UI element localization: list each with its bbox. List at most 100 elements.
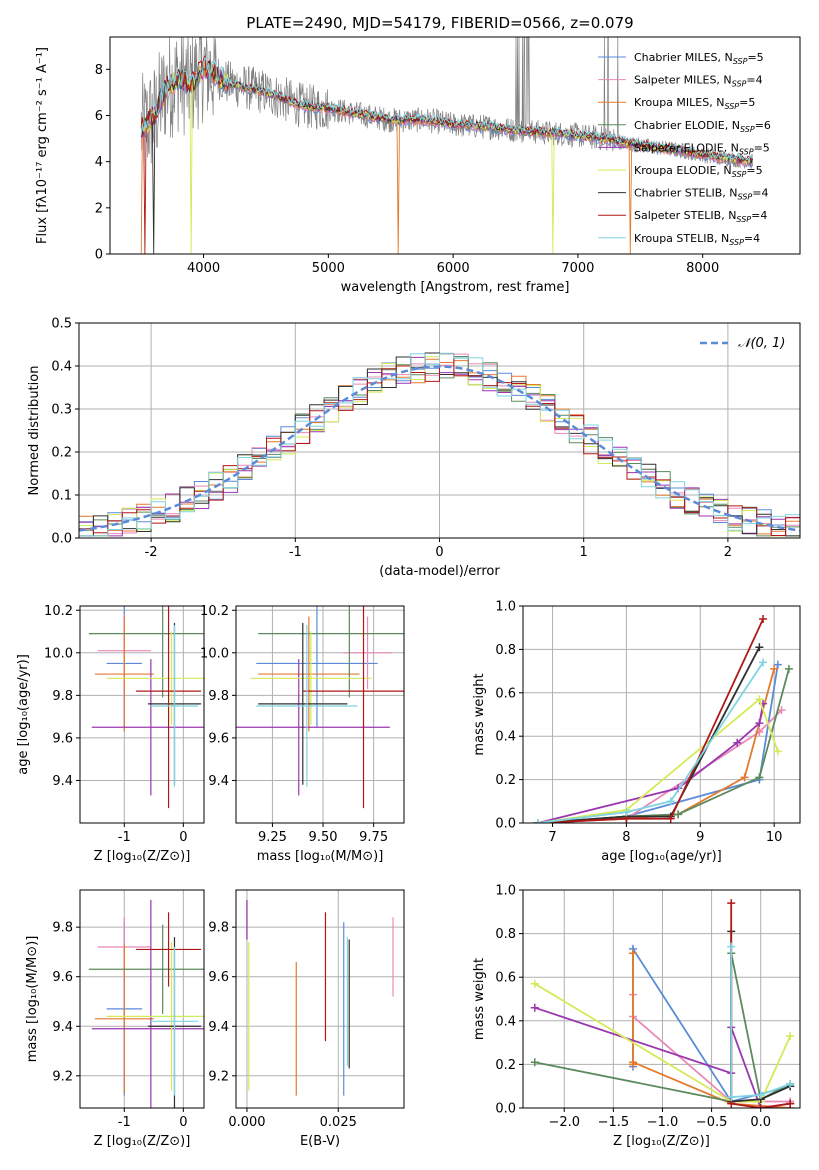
y-tick-label: 6	[95, 109, 103, 124]
series-kroupa-miles-marker	[629, 1058, 638, 1067]
panel-mass_vs_ebv: 0.000 0.025 9.2 9.4 9.6 9.8 E(B-V)	[208, 889, 405, 1149]
x-tick-label: 0	[179, 1115, 187, 1130]
series-kroupa-stelib-line	[537, 661, 764, 823]
series-salpeter-stelib-marker	[727, 899, 736, 908]
legend-label-main: Kroupa ELODIE, N	[634, 164, 732, 177]
series-salpeter-miles-marker	[777, 706, 786, 715]
normal-curve	[79, 365, 800, 532]
y-tick-label: 9.6	[208, 731, 229, 746]
y-tick-label: 0.2	[495, 1058, 516, 1073]
x-axis-label: mass [log₁₀(M/M⊙)]	[257, 849, 384, 864]
series-chabrier-stelib-line	[537, 646, 761, 823]
y-tick-label: 0.4	[495, 730, 516, 745]
x-tick-label: 5000	[312, 261, 345, 276]
y-axis-label: mass weight	[472, 673, 487, 755]
y-tick-label: 0.0	[51, 532, 72, 547]
legend-label-main: Salpeter STELIB, N	[634, 209, 736, 222]
x-tick-label: −1.5	[598, 1115, 630, 1130]
series-salpeter-stelib-marker	[756, 1104, 765, 1108]
y-tick-label: 4	[95, 155, 103, 170]
y-tick-label: 9.4	[208, 1020, 229, 1035]
y-axis-label: mass weight	[472, 958, 487, 1040]
legend-label-value: =5	[754, 141, 770, 154]
y-tick-label: 0.8	[495, 927, 516, 942]
y-tick-label: 9.4	[208, 774, 229, 789]
legend-label-value: =4	[746, 74, 762, 87]
y-tick-label: 10.0	[200, 646, 229, 661]
series-kroupa-stelib-marker	[727, 942, 736, 951]
y-tick-label: 0.4	[495, 1014, 516, 1029]
panel-spectrum: 4000 5000 6000 7000 8000 0 2 4 6 8 wavelength [Ang…	[35, 14, 801, 295]
series-kroupa-elodie-marker	[773, 747, 782, 756]
series-kroupa-stelib-marker	[533, 819, 542, 823]
model-line-kroupa-stelib	[140, 57, 753, 163]
x-tick-label: -2	[145, 545, 158, 560]
model-line-salpeter-stelib	[140, 54, 753, 254]
y-tick-label: 0.0	[495, 817, 516, 832]
legend-label-main: Salpeter MILES, N	[634, 74, 732, 87]
legend-entry: Salpeter ELODIE, NSSP=5	[634, 141, 770, 156]
legend-entry-normal: 𝒩(0, 1)	[738, 336, 785, 351]
x-tick-label: −1.0	[647, 1115, 679, 1130]
axes-frame	[79, 605, 205, 824]
y-tick-label: 2	[95, 201, 103, 216]
series-kroupa-miles-marker	[770, 664, 779, 673]
legend-label-value: =4	[744, 232, 760, 245]
legend-label-value: =5	[747, 51, 763, 64]
y-tick-label: 0.5	[51, 317, 72, 332]
x-tick-label: -1	[118, 830, 131, 845]
y-tick-label: 0.6	[495, 686, 516, 701]
y-tick-label: 9.4	[52, 1020, 73, 1035]
series-kroupa-stelib-marker	[622, 808, 631, 817]
series-kroupa-miles-marker	[740, 773, 749, 782]
y-tick-label: 9.8	[52, 921, 73, 936]
y-tick-label: 0.0	[495, 1102, 516, 1117]
series-kroupa-elodie-line	[537, 697, 779, 823]
panel-mass_vs_Z: -1 0 9.2 9.4 9.6 9.8 Z [log₁₀(Z/Z⊙)] mass [log₁…	[25, 889, 205, 1149]
y-tick-label: 9.2	[208, 1069, 229, 1084]
legend-label-main: Kroupa STELIB, N	[634, 232, 729, 245]
series-salpeter-elodie-line	[537, 703, 764, 823]
x-axis-label: Z [log₁₀(Z/Z⊙)]	[613, 1134, 710, 1149]
axes-frame	[522, 605, 801, 824]
x-tick-label: 9.50	[309, 830, 338, 845]
panel-mass_weight_vs_age: 7 8 9 10 0.0 0.2 0.4 0.6 0.8 1.0 age [log₁₀(age/yr…	[472, 600, 801, 864]
y-tick-label: 0.8	[495, 643, 516, 658]
series-chabrier-elodie-line	[537, 668, 790, 823]
axes-frame	[79, 889, 205, 1109]
x-tick-label: 1	[580, 545, 588, 560]
y-tick-label: 9.8	[52, 689, 73, 704]
plot-area	[140, 37, 754, 254]
x-axis-label: (data-model)/error	[379, 564, 500, 579]
legend-label-sub: SSP	[733, 57, 748, 66]
legend-entry: Chabrier STELIB, NSSP=4	[634, 187, 768, 202]
legend-entry: Salpeter MILES, NSSP=4	[634, 74, 763, 89]
x-tick-label: 8	[622, 830, 630, 845]
series-kroupa-stelib-marker	[666, 797, 675, 806]
x-tick-label: 2	[724, 545, 732, 560]
legend-label-value: =4	[751, 209, 767, 222]
axes-frame	[235, 605, 405, 824]
legend-label-sub: SSP	[732, 80, 747, 89]
x-tick-label: 0.000	[228, 1115, 265, 1130]
plot-area	[236, 606, 404, 809]
y-axis-label: Flux [fλ10⁻¹⁷ erg cm⁻² s⁻¹ A⁻¹]	[35, 47, 50, 244]
legend-label-value: =4	[752, 187, 768, 200]
y-tick-label: 9.8	[208, 689, 229, 704]
plot-area	[533, 615, 793, 823]
y-axis-label: Normed distribution	[27, 366, 42, 496]
y-tick-label: 1.0	[495, 884, 516, 899]
legend-label-sub: SSP	[738, 193, 753, 202]
series-chabrier-stelib-marker	[755, 643, 764, 652]
histogram-kroupa-stelib	[79, 353, 800, 537]
legend-label-main: Chabrier ELODIE, N	[634, 119, 740, 132]
x-tick-label: -1	[118, 1115, 131, 1130]
y-tick-label: 0.3	[51, 403, 72, 418]
y-tick-label: 0.4	[51, 360, 72, 375]
series-salpeter-stelib-marker	[786, 1099, 795, 1108]
legend-label-sub: SSP	[724, 102, 739, 111]
series-chabrier-elodie-marker	[530, 1058, 539, 1067]
y-tick-label: 9.2	[52, 1069, 73, 1084]
